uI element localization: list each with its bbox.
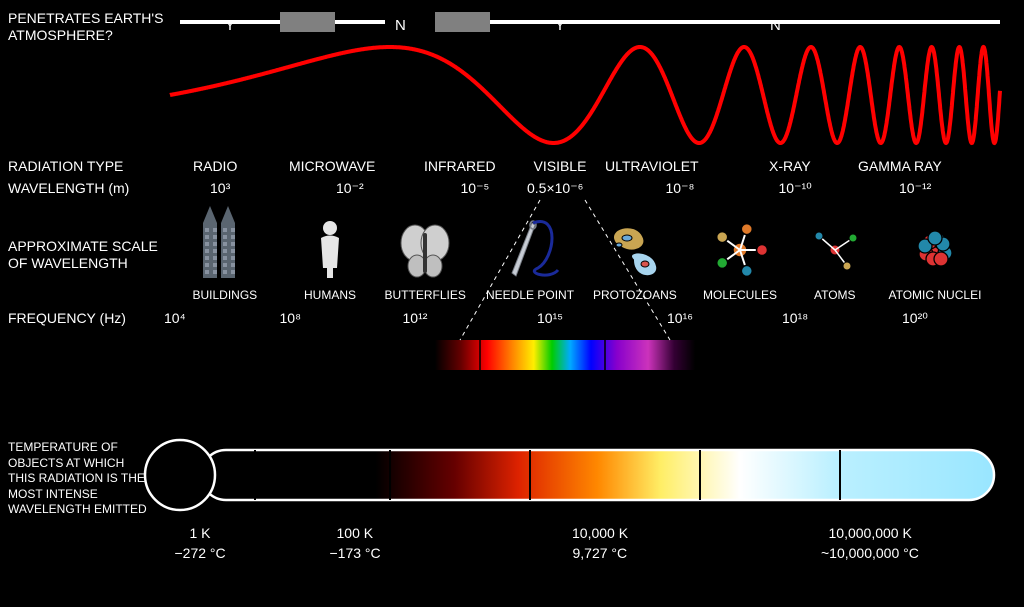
- wavelength-label: 0.5×10⁻⁶: [527, 180, 583, 197]
- row-label-penetrates: PENETRATES EARTH'SATMOSPHERE?: [8, 10, 163, 44]
- scale-icon-label: HUMANS: [304, 288, 356, 302]
- row-label-scale: APPROXIMATE SCALEOF WAVELENGTH: [8, 238, 158, 272]
- radiation-type-label: RADIO: [193, 158, 237, 174]
- molecule-icon: [717, 224, 768, 277]
- radiation-type-label: INFRARED: [424, 158, 496, 174]
- row-label-type: RADIATION TYPE: [8, 158, 123, 175]
- scale-icon-label: MOLECULES: [703, 288, 777, 302]
- row-label-wavelength: WAVELENGTH (m): [8, 180, 129, 197]
- needle-icon: [512, 221, 558, 276]
- scale-icon-label: BUILDINGS: [193, 288, 258, 302]
- radiation-type-label: X-RAY: [769, 158, 811, 174]
- frequency-label: 10⁸: [280, 310, 301, 326]
- butterfly-icon: [401, 225, 449, 277]
- wavelength-label: 10⁻⁵: [461, 180, 490, 197]
- scale-icon-label: ATOMIC NUCLEI: [889, 288, 982, 302]
- penetration-yn: Y: [555, 17, 565, 34]
- frequency-label: 10²⁰: [902, 310, 928, 327]
- visible-spectrum-bar: [435, 340, 695, 370]
- temperature-k: 100 K: [337, 525, 374, 541]
- nucleus-icon: [918, 231, 952, 266]
- temperature-k: 10,000 K: [572, 525, 628, 541]
- temperature-c: −272 °C: [175, 545, 226, 561]
- buildings-icon: [203, 206, 235, 278]
- wavelength-label: 10³: [210, 180, 230, 196]
- protozoan-icon: [613, 227, 657, 276]
- atom-icon: [815, 232, 857, 270]
- frequency-label: 10¹²: [403, 310, 428, 326]
- thermometer: [0, 0, 1024, 607]
- wavelength-label: 10⁻⁸: [666, 180, 695, 197]
- frequency-label: 10⁴: [164, 310, 186, 326]
- penetration-block-grey: [435, 12, 490, 32]
- row-label-temperature: TEMPERATURE OFOBJECTS AT WHICHTHIS RADIA…: [8, 440, 147, 518]
- radiation-type-label: ULTRAVIOLET: [605, 158, 699, 174]
- radiation-type-label: MICROWAVE: [289, 158, 375, 174]
- penetration-block-thin: [335, 20, 385, 24]
- temperature-c: −173 °C: [330, 545, 381, 561]
- scale-icon-label: BUTTERFLIES: [385, 288, 466, 302]
- radiation-type-label: VISIBLE: [534, 158, 587, 174]
- temperature-k: 1 K: [190, 525, 211, 541]
- penetration-yn: N: [395, 17, 406, 34]
- radiation-type-label: GAMMA RAY: [858, 158, 942, 174]
- spectrum-dashes: [0, 0, 1024, 607]
- human-icon: [321, 221, 339, 278]
- frequency-label: 10¹⁸: [782, 310, 808, 326]
- penetration-yn: Y: [225, 17, 235, 34]
- penetration-yn: N: [770, 17, 781, 34]
- row-label-frequency: FREQUENCY (Hz): [8, 310, 126, 327]
- wavelength-label: 10⁻¹⁰: [779, 180, 812, 197]
- wavelength-label: 10⁻²: [336, 180, 364, 197]
- temperature-c: ~10,000,000 °C: [821, 545, 919, 561]
- temperature-c: 9,727 °C: [573, 545, 628, 561]
- wavelength-label: 10⁻¹²: [899, 180, 931, 197]
- temperature-k: 10,000,000 K: [829, 525, 912, 541]
- scale-icon-label: ATOMS: [814, 288, 856, 302]
- frequency-label: 10¹⁶: [667, 310, 693, 326]
- scale-icon-label: NEEDLE POINT: [486, 288, 574, 302]
- penetration-block-grey: [280, 12, 335, 32]
- em-wave: [0, 0, 1024, 607]
- frequency-label: 10¹⁵: [537, 310, 563, 326]
- penetration-block-thin: [490, 20, 1000, 24]
- scale-icon-label: PROTOZOANS: [593, 288, 677, 302]
